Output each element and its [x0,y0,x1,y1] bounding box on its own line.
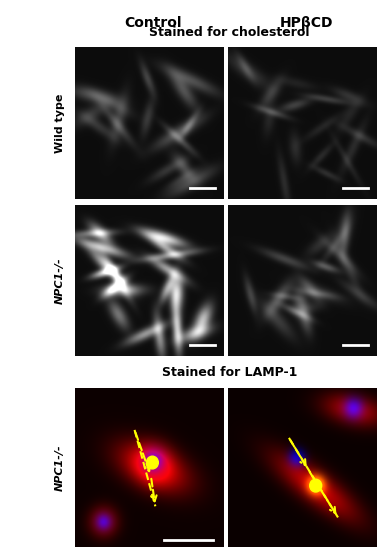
Text: Stained for LAMP-1: Stained for LAMP-1 [162,366,297,379]
Text: HPβCD: HPβCD [279,16,333,30]
Text: Stained for cholesterol: Stained for cholesterol [149,26,309,39]
Text: NPC1-/-: NPC1-/- [55,257,65,304]
Text: Control: Control [124,16,181,30]
Text: NPC1-/-: NPC1-/- [55,444,65,491]
Circle shape [310,479,322,492]
Text: Wild type: Wild type [55,93,65,152]
Circle shape [146,456,158,469]
